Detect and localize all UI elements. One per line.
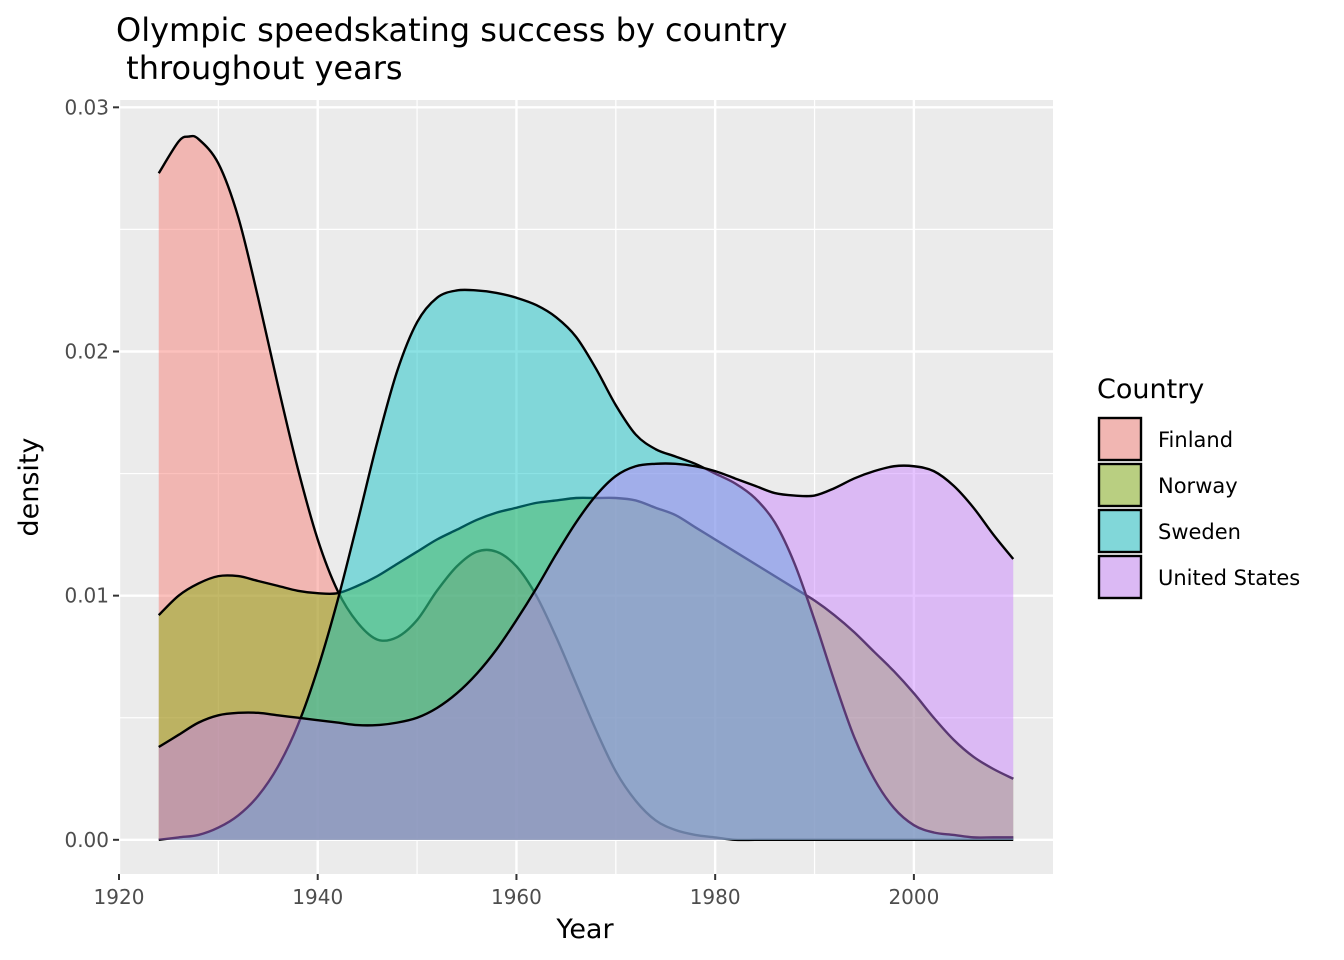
legend-label-norway: Norway xyxy=(1158,474,1238,498)
density-area-norway xyxy=(158,497,1014,840)
legend-key-bg xyxy=(1099,556,1141,598)
density-line-united-states xyxy=(158,462,1015,749)
legend-title: Country xyxy=(1097,374,1204,405)
density-line-finland xyxy=(157,134,1014,842)
x-tick-label: 1940 xyxy=(292,885,343,909)
chart-title-line-2: throughout years xyxy=(116,49,403,87)
legend-key-bg xyxy=(1099,418,1141,460)
density-area-finland xyxy=(158,136,1014,840)
axes: 1920 1940 1960 1980 2000 0.00 0.01 0.02 0.03 xyxy=(64,95,939,909)
chart-title-line-1: Olympic speedskating success by country xyxy=(116,11,787,49)
legend-label-finland: Finland xyxy=(1158,428,1233,452)
y-tick-label: 0.00 xyxy=(64,828,109,852)
legend-key-united-states xyxy=(1097,554,1143,600)
density-area-sweden xyxy=(158,289,1014,840)
density-area-united-states xyxy=(158,463,1014,840)
legend-label-united-states: United States xyxy=(1158,566,1300,590)
y-axis-title: density xyxy=(14,437,45,536)
density-line-norway xyxy=(157,496,1014,780)
legend-key-finland xyxy=(1097,416,1143,462)
x-axis-title: Year xyxy=(555,914,614,945)
legend-key-bg xyxy=(1099,510,1141,552)
y-tick-label: 0.03 xyxy=(64,95,109,119)
legend-key-norway xyxy=(1097,462,1143,508)
legend-key-sweden xyxy=(1097,508,1143,554)
density-line-sweden xyxy=(158,288,1014,842)
y-tick-label: 0.01 xyxy=(64,584,109,608)
x-tick-label: 2000 xyxy=(888,885,939,909)
legend: Country Finland Norway Sweden United States xyxy=(1097,374,1300,600)
x-tick-label: 1920 xyxy=(94,885,145,909)
y-tick-label: 0.02 xyxy=(64,339,109,363)
x-tick-label: 1960 xyxy=(491,885,542,909)
x-tick-label: 1980 xyxy=(690,885,741,909)
legend-key-bg xyxy=(1099,464,1141,506)
density-areas xyxy=(157,134,1015,842)
legend-label-sweden: Sweden xyxy=(1158,520,1241,544)
